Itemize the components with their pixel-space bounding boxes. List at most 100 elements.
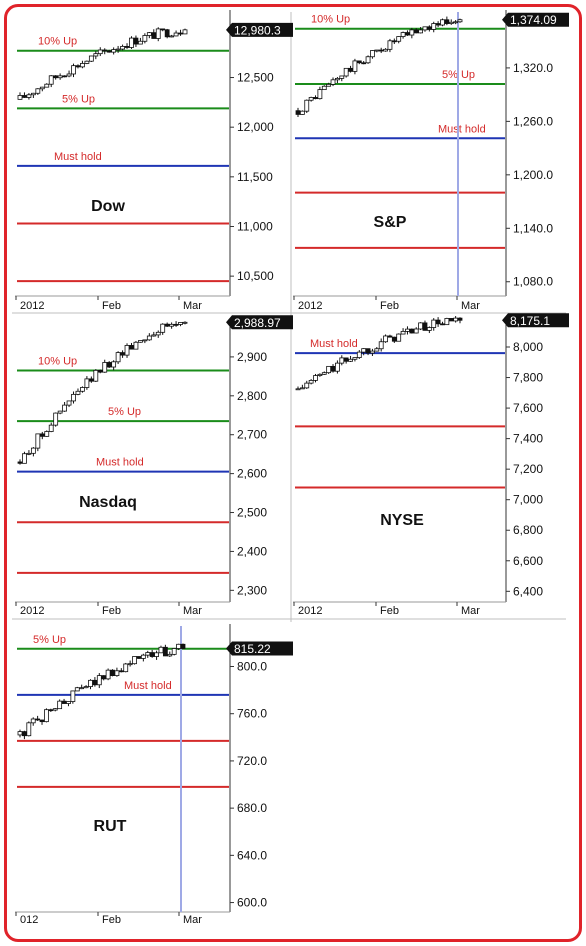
candle-body xyxy=(173,32,179,37)
candle-body xyxy=(370,50,375,58)
x-tick-label: Feb xyxy=(102,605,121,617)
last-value-label: 2,988.97 xyxy=(234,316,281,330)
candle-body xyxy=(22,731,27,737)
candle-body xyxy=(182,29,188,35)
level-label: 5% Up xyxy=(108,406,141,418)
y-tick-label: 2,700 xyxy=(237,428,267,442)
y-tick-label: 1,080.0 xyxy=(513,275,553,289)
candle-body xyxy=(138,40,143,45)
candle-body xyxy=(35,88,41,94)
candle-body xyxy=(295,110,301,115)
y-tick-label: 11,000 xyxy=(237,219,273,233)
y-tick-label: 10,500 xyxy=(237,269,274,283)
last-value-label: 12,980.3 xyxy=(234,23,281,37)
y-tick-label: 7,000 xyxy=(513,493,543,507)
x-tick-label: Mar xyxy=(183,914,202,926)
candle-body xyxy=(93,53,99,57)
candle-body xyxy=(44,83,50,88)
candle-body xyxy=(400,331,406,335)
y-tick-label: 1,320.0 xyxy=(513,61,553,75)
candle-body xyxy=(348,67,353,72)
candle-body xyxy=(145,652,151,656)
candle-body xyxy=(96,675,102,686)
x-tick-label: Mar xyxy=(183,300,202,312)
candle-body xyxy=(405,328,410,332)
candle-body xyxy=(176,643,181,649)
candle-body xyxy=(356,351,362,358)
candle-body xyxy=(114,670,120,677)
candle-body xyxy=(57,75,63,79)
candle-body xyxy=(39,719,45,723)
candle-body xyxy=(75,65,81,68)
panel-title: RUT xyxy=(94,818,127,835)
candle-body xyxy=(308,97,314,101)
candle-body xyxy=(370,350,375,354)
candle-body xyxy=(348,358,353,362)
candle-body xyxy=(343,357,349,362)
candle-body xyxy=(413,29,419,34)
y-tick-label: 1,200.0 xyxy=(513,168,553,182)
y-tick-label: 720.0 xyxy=(237,754,267,768)
candle-body xyxy=(133,37,139,45)
candle-body xyxy=(53,412,59,426)
candle-body xyxy=(167,653,173,657)
level-label: Must hold xyxy=(438,123,486,135)
candle-body xyxy=(149,652,155,657)
candle-body xyxy=(378,341,384,350)
candle-body xyxy=(151,334,157,337)
candle-body xyxy=(457,19,463,23)
candle-body xyxy=(142,339,148,342)
candle-body xyxy=(39,433,45,437)
candle-body xyxy=(70,690,76,702)
candle-body xyxy=(440,19,445,26)
candle-body xyxy=(138,340,143,343)
x-tick-label: Feb xyxy=(380,300,399,312)
candle-body xyxy=(102,362,108,373)
candle-body xyxy=(330,79,336,85)
candle-body xyxy=(48,424,54,432)
candle-body xyxy=(396,333,402,342)
candle-body xyxy=(129,345,134,350)
level-label: Must hold xyxy=(54,151,102,163)
x-tick-label: Mar xyxy=(461,605,480,617)
candle-body xyxy=(57,410,63,414)
candle-body xyxy=(93,369,99,382)
candle-body xyxy=(444,19,450,24)
candle-body xyxy=(431,23,437,30)
candle-body xyxy=(48,75,54,85)
candle-body xyxy=(17,95,23,100)
candle-body xyxy=(365,348,371,354)
candle-body xyxy=(35,718,41,721)
candle-body xyxy=(304,382,310,389)
y-tick-label: 11,500 xyxy=(237,170,273,184)
candle-body xyxy=(111,49,117,53)
candle-body xyxy=(106,362,112,368)
candle-body xyxy=(48,709,54,712)
candle-body xyxy=(61,700,67,704)
level-label: Must hold xyxy=(96,457,144,469)
candle-body xyxy=(52,708,58,711)
candle-body xyxy=(84,60,90,64)
y-tick-label: 12,500 xyxy=(237,71,274,85)
candle-body xyxy=(102,49,108,52)
candle-body xyxy=(426,327,432,331)
candle-body xyxy=(317,373,323,376)
candle-body xyxy=(330,365,336,372)
chart-panel-nasdaq: 2,900 2,800 2,700 2,600 2,500 2,400 2,300 2012 F… xyxy=(15,315,293,617)
candle-body xyxy=(155,28,161,39)
y-tick-label: 2,900 xyxy=(237,350,267,364)
candle-body xyxy=(391,40,397,43)
y-tick-label: 2,600 xyxy=(237,467,267,481)
candle-body xyxy=(26,94,32,98)
y-tick-label: 600.0 xyxy=(237,896,267,910)
y-tick-label: 7,800 xyxy=(513,371,543,385)
candle-body xyxy=(79,687,85,690)
candle-body xyxy=(53,75,59,79)
candle-body xyxy=(422,26,428,31)
candle-body xyxy=(39,86,45,90)
candle-body xyxy=(140,654,146,659)
level-label: 10% Up xyxy=(38,36,77,48)
candle-body xyxy=(378,49,384,52)
candle-body xyxy=(335,77,340,81)
